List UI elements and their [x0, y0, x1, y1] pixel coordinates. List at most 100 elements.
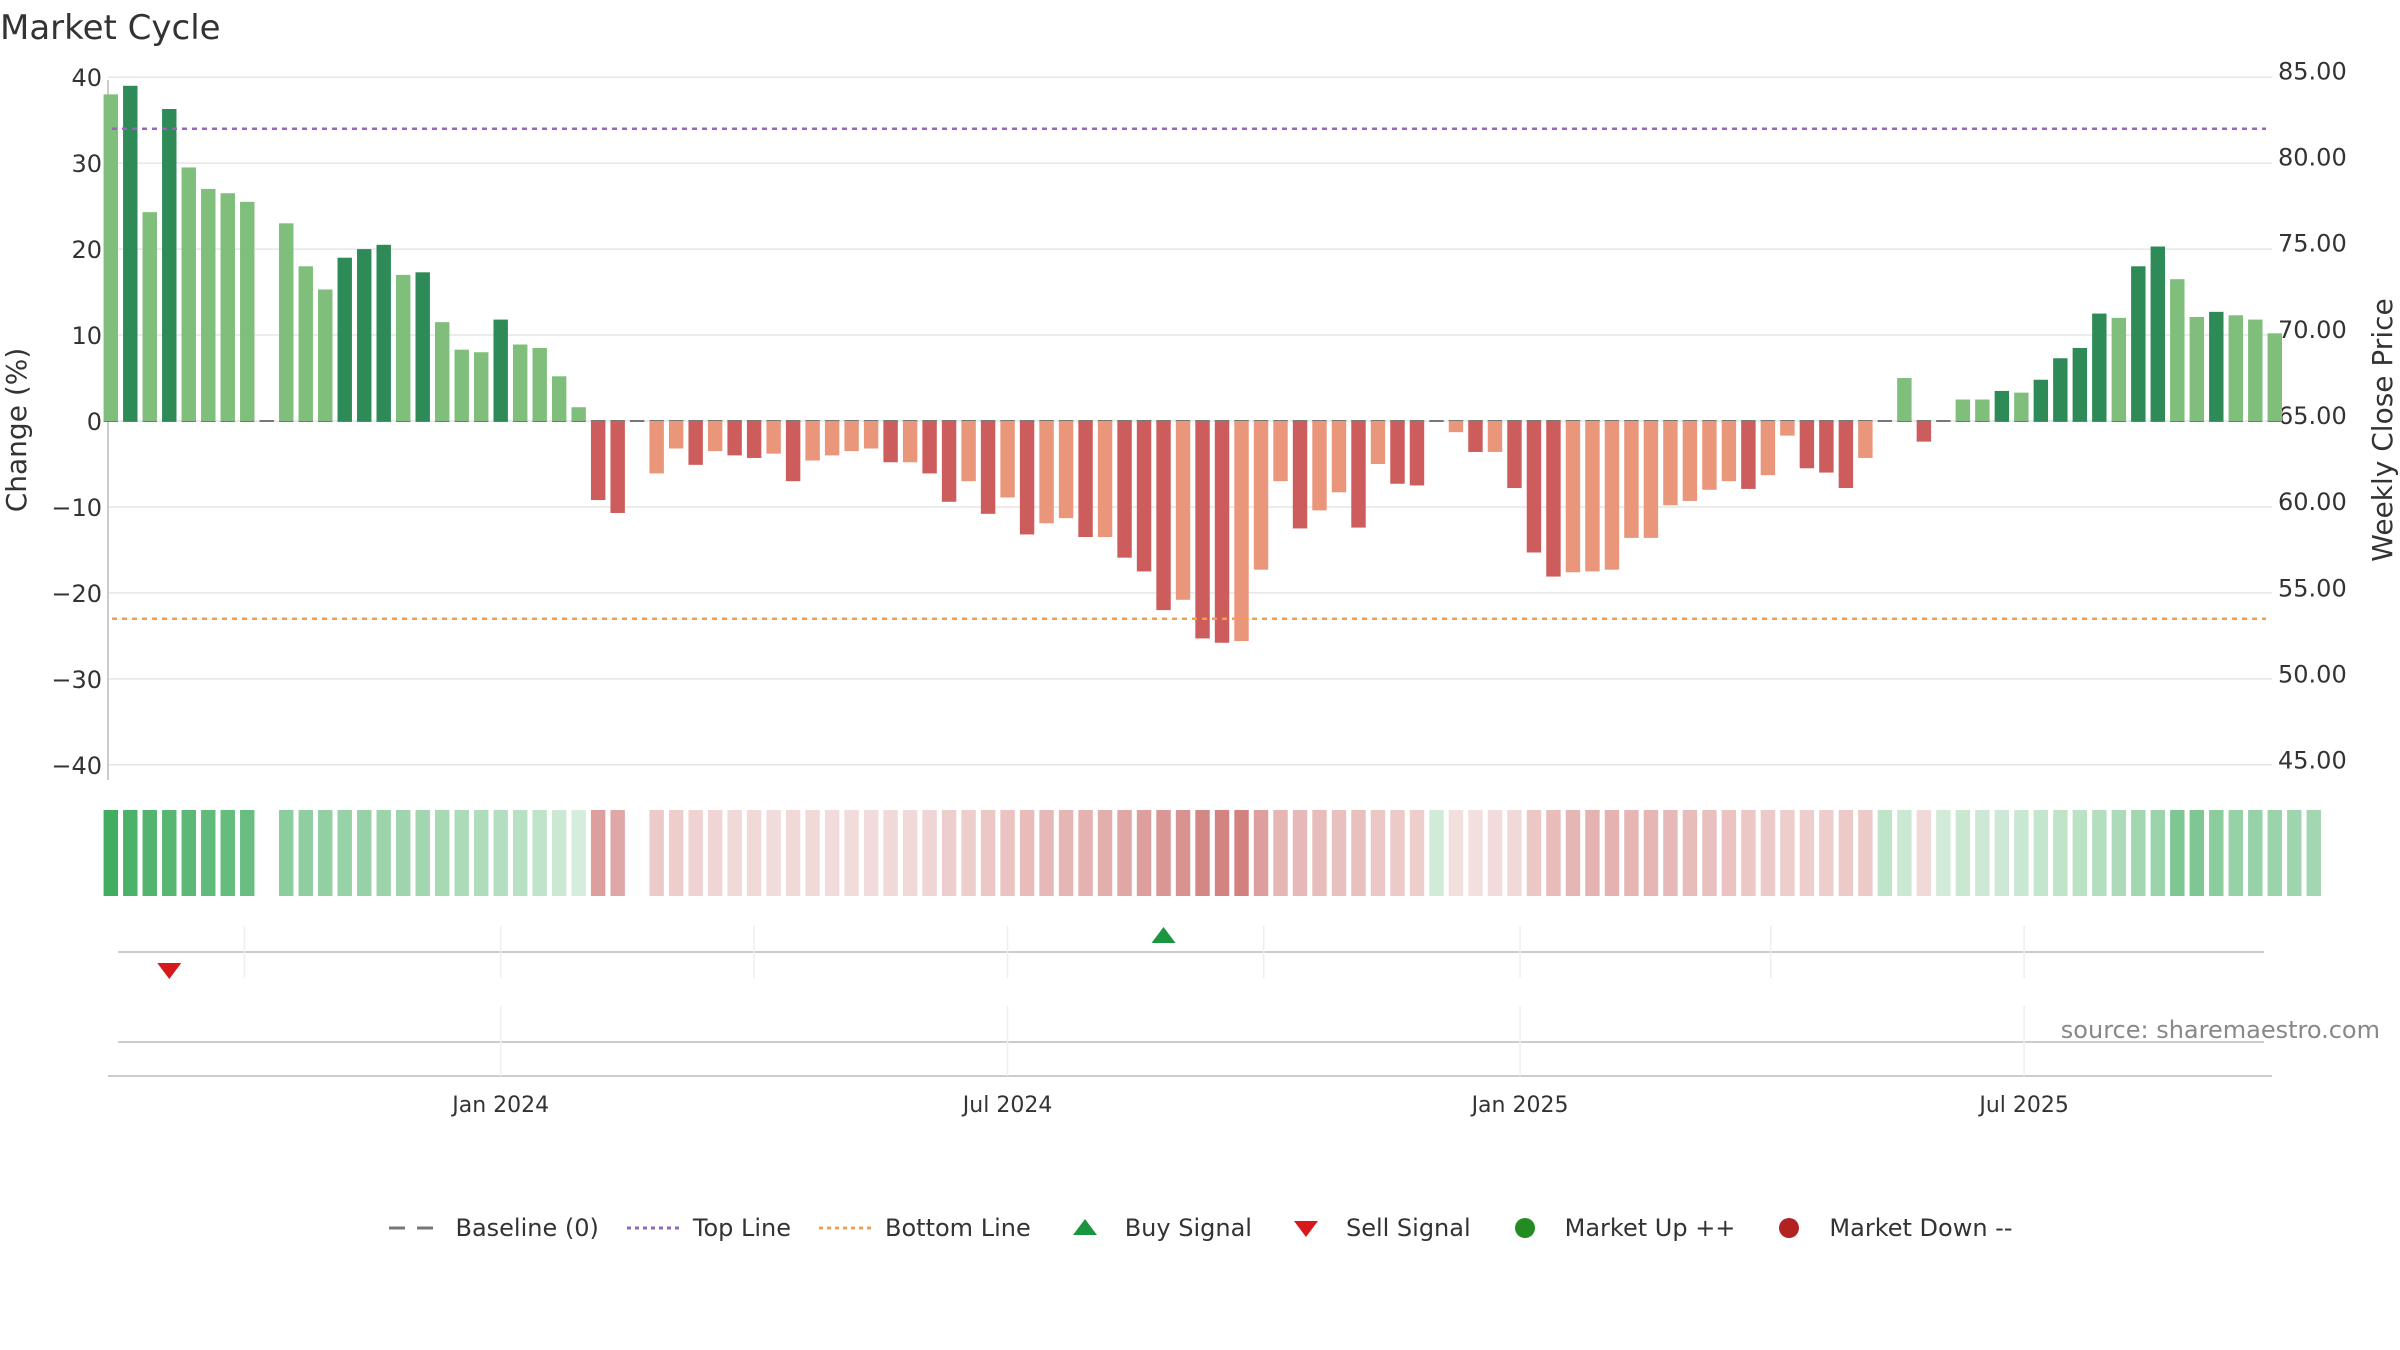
strength-cell [2014, 810, 2029, 896]
strength-cell [1448, 810, 1464, 896]
strength-cell [1741, 810, 1756, 896]
change-bar [1897, 378, 1912, 421]
change-bar [551, 376, 567, 421]
change-bar [785, 421, 801, 482]
axes: 40 30 20 10 0 −10 −20 −30 −40 85.00 80.00 75.00 70.0… [51, 57, 2347, 780]
strength-cell [1039, 810, 1054, 896]
change-bar [863, 421, 879, 449]
change-bar [1468, 421, 1483, 452]
y-right-tick-label: 75.00 [2278, 230, 2347, 258]
change-bar [512, 344, 528, 421]
legend-label-bottom-line: Bottom Line [885, 1214, 1031, 1242]
legend-label-sell-signal: Sell Signal [1345, 1214, 1471, 1242]
legend-key-top-line [626, 1226, 679, 1230]
change-bar [1390, 421, 1405, 484]
change-bar [142, 212, 157, 421]
change-bar [2053, 358, 2068, 421]
strength-cell [688, 810, 703, 896]
change-bar [1858, 421, 1873, 458]
strength-cell [1000, 810, 1015, 896]
strength-cell [980, 810, 996, 896]
strength-cell [1214, 810, 1230, 896]
change-bar [279, 223, 294, 421]
strength-cell [1409, 810, 1425, 896]
strength-cell [1507, 810, 1522, 896]
strength-cell [2306, 810, 2321, 896]
change-bar [1214, 421, 1230, 643]
strength-cell [2228, 810, 2244, 896]
strength-cell [1097, 810, 1113, 896]
change-bar [1058, 421, 1074, 519]
strength-cell [1858, 810, 1873, 896]
strength-cell [610, 810, 625, 896]
strength-cell [1526, 810, 1542, 896]
y-tick-label: −30 [51, 666, 102, 694]
strength-cell [1078, 810, 1093, 896]
strength-cell [922, 810, 937, 896]
change-bar [1000, 421, 1015, 498]
strength-cell [668, 810, 684, 896]
strength-cell [1234, 810, 1249, 896]
strength-cell [1897, 810, 1912, 896]
legend-item-baseline: Baseline (0) [387, 1214, 599, 1242]
change-bar [2092, 313, 2107, 421]
strength-cell [1156, 810, 1171, 896]
change-bar [824, 421, 840, 456]
change-bar [1487, 421, 1503, 452]
change-bar [980, 421, 996, 514]
strength-cell [1331, 810, 1347, 896]
strength-cell [181, 810, 196, 896]
strength-cell [649, 810, 664, 896]
strength-cell [1292, 810, 1308, 896]
change-bar [1955, 399, 1971, 421]
strength-cell [2111, 810, 2127, 896]
strength-cell [1721, 810, 1737, 896]
x-tick-label: Jul 2024 [961, 1093, 1053, 1118]
strength-cell [1663, 810, 1678, 896]
strength-cell [1370, 810, 1386, 896]
change-bar [2033, 379, 2049, 421]
strength-cell [454, 810, 469, 896]
change-bar [1156, 421, 1171, 611]
buy-signal-marker [1151, 927, 1176, 943]
strength-cell [766, 810, 781, 896]
change-bar [1799, 421, 1815, 469]
change-bar [1663, 421, 1678, 506]
change-bar [357, 249, 372, 421]
strength-cell [1877, 810, 1893, 896]
strength-cell [2209, 810, 2224, 896]
strength-cell [590, 810, 606, 896]
strength-cell [1760, 810, 1776, 896]
y-tick-label: 0 [87, 408, 102, 436]
strength-cell [1175, 810, 1191, 896]
strength-cell [863, 810, 879, 896]
change-bar [2209, 311, 2224, 421]
change-bar [590, 421, 606, 501]
y-tick-label: −20 [51, 580, 102, 608]
source-note: source: sharemaestro.com [2060, 1016, 2380, 1044]
change-bar [2248, 319, 2263, 421]
y-tick-label: 20 [71, 236, 102, 264]
legend-label-baseline: Baseline (0) [455, 1214, 599, 1242]
change-bar [941, 421, 957, 502]
y-right-tick-label: 80.00 [2278, 143, 2347, 171]
change-bar [1507, 421, 1522, 489]
change-bar [1234, 421, 1249, 642]
strength-cell [844, 810, 859, 896]
change-bar [1195, 421, 1210, 639]
strength-cell [1936, 810, 1951, 896]
strength-cell [571, 810, 586, 896]
change-bar [1253, 421, 1269, 570]
strength-cell [1955, 810, 1971, 896]
y-axis-label-right: Weekly Close Price [2366, 298, 2399, 561]
change-bar [805, 421, 820, 461]
change-bar [1331, 421, 1347, 493]
change-bar [1546, 421, 1561, 577]
change-bar [1292, 421, 1308, 529]
change-bars [103, 85, 2282, 643]
change-bar [337, 257, 352, 421]
change-bar [162, 108, 177, 421]
legend-key-market-down-dot-icon [1779, 1218, 1800, 1238]
strength-cell [2092, 810, 2107, 896]
